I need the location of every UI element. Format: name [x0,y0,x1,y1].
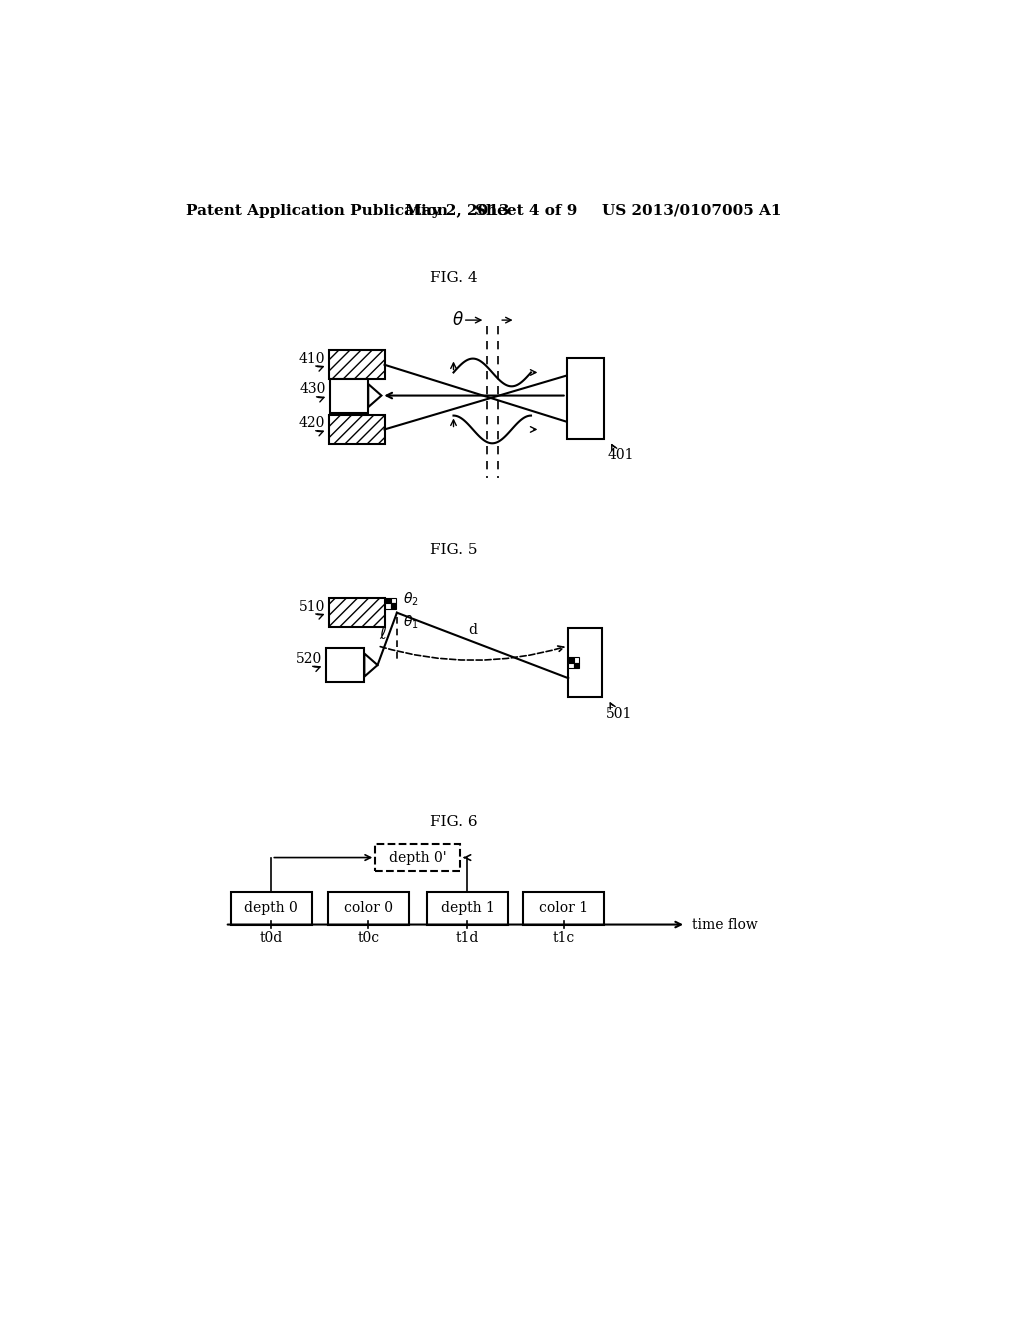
Bar [329,350,385,379]
Text: 410: 410 [298,351,325,366]
Bar [391,598,396,603]
Bar [329,598,385,627]
Text: time flow: time flow [692,917,758,932]
Text: color 0: color 0 [344,902,393,915]
Text: May 2, 2013: May 2, 2013 [406,203,510,218]
Polygon shape [365,653,378,677]
Bar [385,598,391,603]
Bar [375,843,461,871]
Text: $\theta_2$: $\theta_2$ [403,590,419,607]
Text: $\theta_1$: $\theta_1$ [403,614,419,631]
Text: Sheet 4 of 9: Sheet 4 of 9 [475,203,578,218]
Bar [523,892,604,924]
Bar [566,358,604,440]
Bar [427,892,508,924]
Text: 420: 420 [298,416,325,430]
Bar [568,628,602,697]
Text: 501: 501 [606,706,633,721]
Text: US 2013/0107005 A1: US 2013/0107005 A1 [602,203,781,218]
Bar [568,657,573,663]
Text: t1c: t1c [552,932,574,945]
Text: 430: 430 [299,383,326,396]
Text: 520: 520 [296,652,322,665]
Text: 510: 510 [298,599,325,614]
Text: FIG. 5: FIG. 5 [430,543,477,557]
Text: t0d: t0d [260,932,283,945]
Bar [329,414,385,444]
Bar [573,657,579,663]
Bar [230,892,312,924]
Text: FIG. 6: FIG. 6 [430,816,477,829]
Polygon shape [369,384,381,407]
Text: t1d: t1d [456,932,479,945]
Text: $\theta$: $\theta$ [452,312,464,329]
Text: color 1: color 1 [539,902,588,915]
Bar [328,892,409,924]
Bar [330,379,369,412]
Bar [573,663,579,668]
Bar [326,648,365,682]
Text: $\ell$: $\ell$ [379,626,387,643]
Text: 401: 401 [607,449,634,462]
Text: t0c: t0c [357,932,379,945]
Bar [568,663,573,668]
Text: depth 1: depth 1 [440,902,495,915]
Text: depth 0': depth 0' [389,850,446,865]
Text: d: d [468,623,477,638]
Bar [391,603,396,609]
Bar [385,603,391,609]
Text: depth 0: depth 0 [245,902,298,915]
Text: FIG. 4: FIG. 4 [430,271,477,285]
Text: Patent Application Publication: Patent Application Publication [186,203,449,218]
